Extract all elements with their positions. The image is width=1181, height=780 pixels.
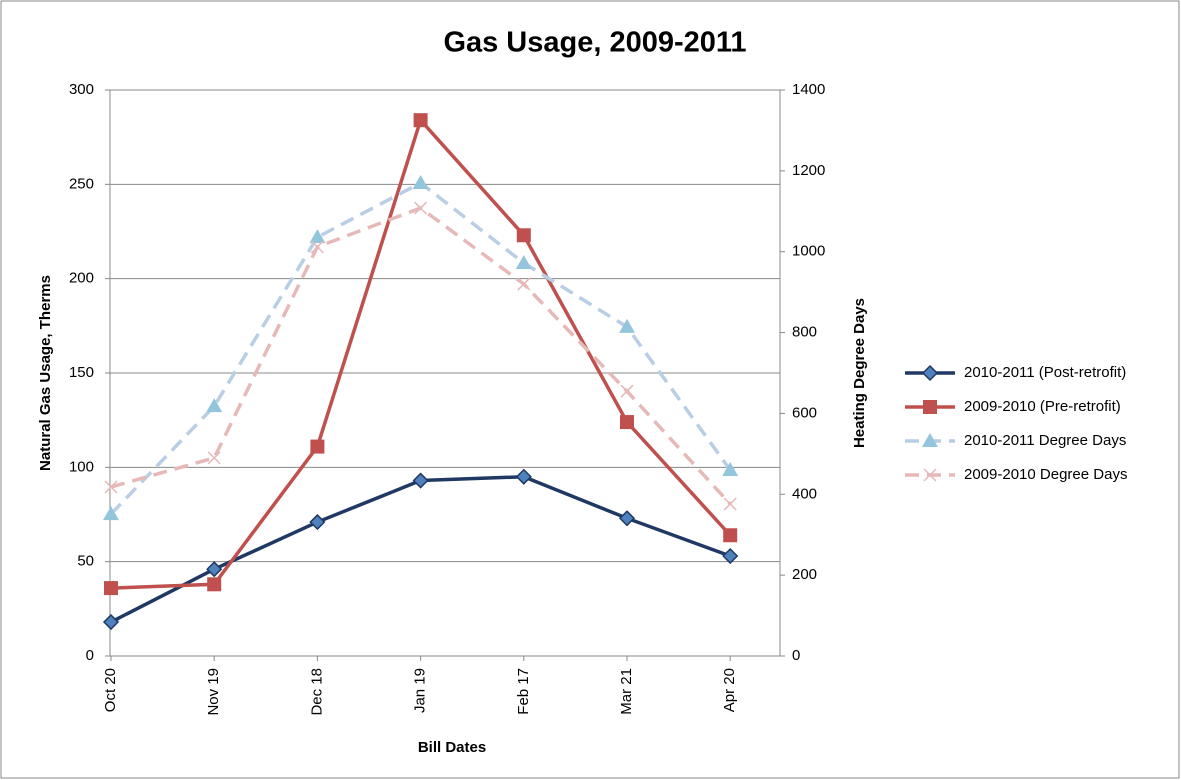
x-tick-label: Jan 19 (412, 668, 429, 713)
y2-tick-label: 800 (792, 324, 817, 341)
marker (923, 400, 937, 414)
y-tick-label: 100 (69, 458, 94, 475)
y2-tick-label: 1000 (792, 243, 825, 260)
legend-label: 2010-2011 (Post-retrofit) (964, 364, 1126, 381)
marker (620, 384, 634, 398)
marker (722, 547, 739, 565)
x-tick-label: Feb 17 (515, 668, 532, 715)
y-tick-label: 50 (77, 553, 94, 570)
x-tick-label: Dec 18 (308, 668, 325, 716)
x-tick-label: Mar 21 (618, 668, 635, 715)
marker (517, 277, 531, 291)
y2-tick-label: 1200 (792, 162, 825, 179)
marker (722, 462, 739, 477)
x-tick-label: Oct 20 (102, 668, 119, 712)
y-tick-label: 200 (69, 270, 94, 287)
marker (515, 468, 532, 485)
marker (206, 398, 223, 413)
marker (723, 528, 738, 543)
x-tick-label: Nov 19 (205, 668, 222, 716)
marker (515, 255, 532, 270)
marker (309, 229, 326, 244)
marker (103, 506, 119, 521)
marker (923, 468, 937, 482)
marker (516, 228, 531, 243)
y2-tick-label: 1400 (792, 81, 825, 98)
legend-label: 2009-2010 (Pre-retrofit) (964, 398, 1121, 415)
marker (104, 480, 118, 494)
marker (619, 318, 635, 333)
y2-axis-label: Heating Degree Days (851, 298, 868, 448)
marker (102, 613, 120, 631)
y-tick-label: 150 (69, 364, 94, 381)
y2-tick-label: 400 (792, 485, 817, 502)
legend-label: 2009-2010 Degree Days (964, 466, 1127, 483)
marker (922, 433, 938, 447)
marker (412, 472, 429, 489)
marker (206, 561, 223, 578)
marker (207, 577, 222, 592)
chart-title: Gas Usage, 2009-2011 (443, 27, 746, 59)
marker (723, 497, 737, 511)
marker (414, 201, 428, 215)
marker (921, 364, 939, 382)
marker (413, 113, 428, 128)
marker (104, 581, 118, 596)
y-tick-label: 250 (69, 175, 94, 192)
y2-tick-label: 200 (792, 566, 817, 583)
marker (207, 451, 221, 465)
legend-label: 2010-2011 Degree Days (964, 432, 1126, 449)
marker (309, 513, 326, 531)
marker (310, 439, 325, 454)
y2-tick-label: 0 (792, 647, 800, 664)
x-axis-label: Bill Dates (418, 739, 486, 756)
y-tick-label: 0 (86, 647, 94, 664)
y-axis-label: Natural Gas Usage, Therms (37, 275, 54, 471)
x-tick-label: Apr 20 (721, 668, 738, 712)
y2-tick-label: 600 (792, 404, 817, 421)
marker (412, 174, 429, 189)
y-tick-label: 300 (69, 81, 94, 98)
marker (618, 510, 636, 527)
marker (620, 415, 634, 430)
marker (310, 240, 324, 254)
